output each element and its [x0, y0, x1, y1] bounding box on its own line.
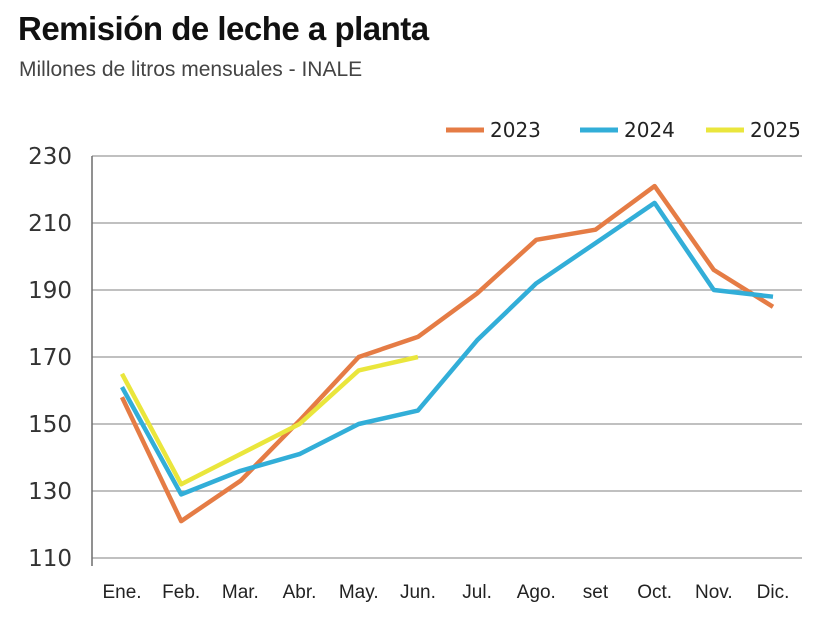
- chart-subtitle: Millones de litros mensuales - INALE: [19, 58, 363, 81]
- chart-title: Remisión de leche a planta: [18, 10, 429, 47]
- x-tick-label: Ago.: [517, 582, 556, 603]
- x-tick-label: Oct.: [637, 582, 672, 603]
- x-tick-label: Mar.: [222, 582, 259, 603]
- series-lines: [119, 183, 775, 524]
- x-tick-label: Nov.: [695, 582, 733, 603]
- y-tick-label: 230: [28, 144, 72, 170]
- y-tick-label: 210: [28, 211, 72, 237]
- x-tick-label: Feb.: [162, 582, 200, 603]
- legend-label-2023: 2023: [490, 118, 541, 142]
- y-axis-ticks: 110 130 150 170 190 210 230: [28, 144, 72, 572]
- x-axis-ticks: Ene. Feb. Mar. Abr. May. Jun. Jul. Ago. set Oct. N…: [102, 582, 789, 603]
- x-tick-label: Jun.: [400, 582, 436, 603]
- x-tick-label: Ene.: [102, 582, 141, 603]
- series-line-2025: [120, 354, 419, 487]
- y-tick-label: 190: [28, 278, 72, 304]
- y-tick-label: 170: [28, 345, 72, 371]
- y-tick-label: 130: [28, 479, 72, 505]
- y-tick-label: 110: [28, 546, 72, 572]
- gridlines: [91, 155, 802, 566]
- x-tick-label: Jul.: [462, 582, 492, 603]
- legend-label-2024: 2024: [624, 118, 675, 142]
- legend-label-2025: 2025: [750, 118, 801, 142]
- x-tick-label: May.: [339, 582, 379, 603]
- x-tick-label: set: [583, 582, 609, 603]
- x-tick-label: Dic.: [757, 582, 790, 603]
- legend: 2023 2024 2025: [446, 118, 801, 142]
- y-tick-label: 150: [28, 412, 72, 438]
- x-tick-label: Abr.: [283, 582, 317, 603]
- series-line-2023: [119, 183, 775, 524]
- series-line-2024: [120, 200, 774, 497]
